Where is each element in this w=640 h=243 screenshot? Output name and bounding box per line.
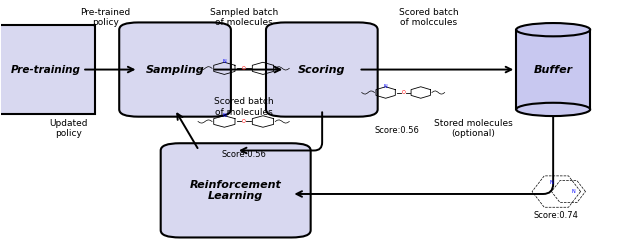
- Text: Buffer: Buffer: [534, 65, 573, 75]
- FancyBboxPatch shape: [161, 143, 310, 237]
- FancyBboxPatch shape: [0, 25, 95, 114]
- Ellipse shape: [516, 103, 590, 116]
- Text: Scored batch
of molccules: Scored batch of molccules: [399, 8, 458, 27]
- FancyBboxPatch shape: [119, 22, 231, 117]
- Text: N: N: [572, 189, 575, 194]
- Text: N: N: [223, 59, 226, 64]
- Text: Score:0.56: Score:0.56: [221, 150, 266, 159]
- Text: Sampling: Sampling: [146, 65, 204, 75]
- Text: Pre-training: Pre-training: [11, 65, 81, 75]
- Text: N: N: [223, 113, 226, 118]
- Text: Pre-trained
policy: Pre-trained policy: [80, 8, 131, 27]
- Text: Updated
policy: Updated policy: [49, 119, 88, 139]
- Text: O: O: [242, 119, 246, 124]
- Text: O: O: [401, 90, 405, 95]
- FancyBboxPatch shape: [516, 30, 590, 109]
- Text: O: O: [242, 66, 246, 71]
- Ellipse shape: [516, 23, 590, 36]
- FancyBboxPatch shape: [266, 22, 378, 117]
- Text: Scored batch
of molecules: Scored batch of molecules: [214, 97, 273, 117]
- Text: Stored molecules
(optional): Stored molecules (optional): [434, 119, 513, 139]
- Text: Scoring: Scoring: [298, 65, 346, 75]
- Text: Score:0.56: Score:0.56: [374, 126, 419, 135]
- Text: N: N: [550, 180, 554, 185]
- Text: Score:0.74: Score:0.74: [534, 211, 579, 220]
- Text: Sampled batch
of molecules: Sampled batch of molecules: [209, 8, 278, 27]
- Text: Reinforcement
Learning: Reinforcement Learning: [189, 180, 282, 201]
- Text: N: N: [384, 84, 387, 89]
